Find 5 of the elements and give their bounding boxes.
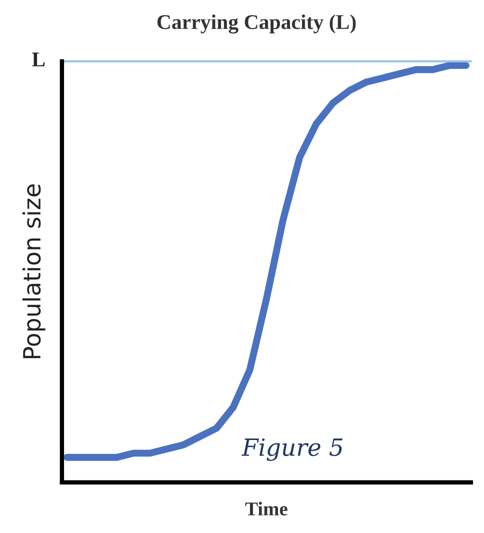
- x-axis-title: Time: [245, 502, 288, 516]
- annotation: Figure 5: [242, 438, 343, 462]
- ref-line-label: L: [32, 52, 45, 66]
- y-axis-title: Population size: [22, 184, 46, 358]
- chart-title: Carrying Capacity (L): [157, 14, 356, 34]
